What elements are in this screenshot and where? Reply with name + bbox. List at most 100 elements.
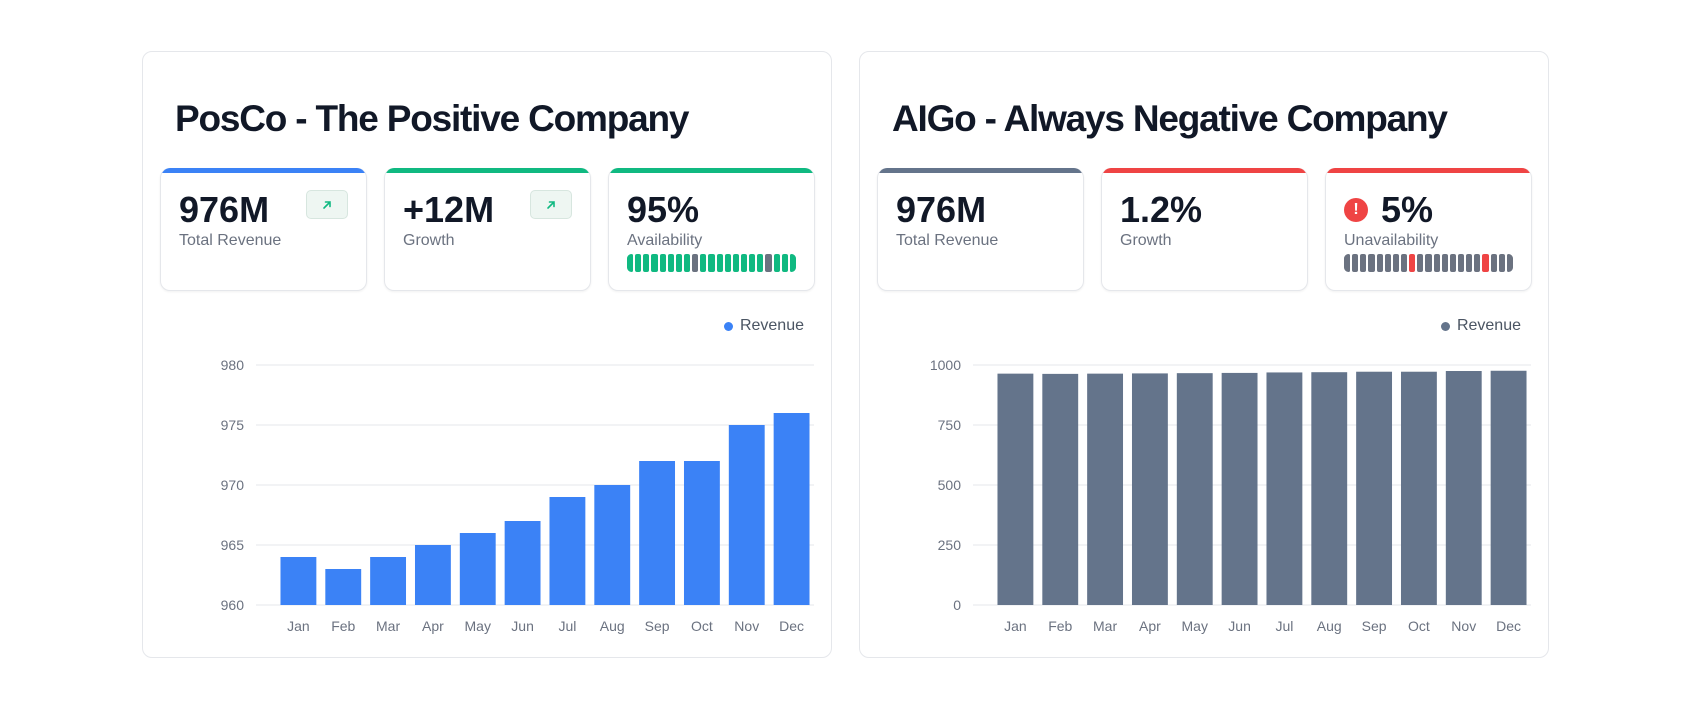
stat-card-growth: +12M Growth <box>384 168 591 291</box>
panel-title: PosCo - The Positive Company <box>175 98 689 139</box>
bar-aug[interactable] <box>594 485 631 605</box>
x-tick-label: Dec <box>1496 618 1521 634</box>
bar-dec[interactable] <box>1490 370 1527 605</box>
x-tick-label: Sep <box>1362 618 1387 634</box>
bar-jan[interactable] <box>997 373 1034 605</box>
tracker-segment-up <box>1449 254 1456 272</box>
bar-jun[interactable] <box>504 521 541 605</box>
legend-label: Revenue <box>739 317 804 334</box>
stat-card-total-revenue: 976M Total Revenue <box>877 168 1084 291</box>
tracker-segment-up <box>1417 254 1424 272</box>
tracker-segment-up <box>1376 254 1383 272</box>
tracker-segment-up <box>675 254 682 272</box>
arrow-up-right-icon <box>323 200 331 209</box>
stat-card-growth: 1.2% Growth <box>1101 168 1308 291</box>
tracker-segment-up <box>1490 254 1497 272</box>
stat-accent-bar <box>1326 168 1531 173</box>
x-tick-label: May <box>465 618 491 634</box>
x-tick-label: Nov <box>1451 618 1476 634</box>
bar-aug[interactable] <box>1311 372 1348 605</box>
bar-feb[interactable] <box>325 569 362 605</box>
tracker-segment-up <box>1392 254 1399 272</box>
tracker-segment-up <box>1441 254 1448 272</box>
bar-nov[interactable] <box>728 425 765 605</box>
tracker-segment-up <box>627 254 634 272</box>
tracker-segment-up <box>1352 254 1359 272</box>
tracker-segment-up <box>1368 254 1375 272</box>
stat-label: Availability <box>627 232 703 249</box>
y-tick-label: 975 <box>221 417 245 433</box>
bar-apr[interactable] <box>414 545 451 605</box>
bar-jun[interactable] <box>1221 372 1258 605</box>
chart-legend: Revenue <box>723 317 804 335</box>
stat-value: 5% <box>1381 189 1434 230</box>
legend-dot <box>723 321 733 331</box>
tracker-segment-up <box>651 254 658 272</box>
bar-jul[interactable] <box>1266 372 1303 605</box>
bar-feb[interactable] <box>1042 373 1079 605</box>
stat-label: Unavailability <box>1344 232 1439 249</box>
bar-mar[interactable] <box>370 557 407 605</box>
stat-value: +12M <box>403 189 495 230</box>
y-tick-label: 980 <box>221 357 245 373</box>
y-tick-label: 960 <box>221 597 245 613</box>
tracker-segment-down <box>765 254 772 272</box>
bar-may[interactable] <box>1176 373 1213 605</box>
tracker-segment-up <box>724 254 731 272</box>
tracker-segment-up <box>1360 254 1367 272</box>
tracker-segment-up <box>789 254 796 272</box>
tracker-segment-up <box>635 254 642 272</box>
tracker-segment-down <box>1409 254 1416 272</box>
x-tick-label: Aug <box>1317 618 1342 634</box>
chart-legend: Revenue <box>1440 317 1521 335</box>
stat-accent-bar <box>161 168 366 173</box>
tracker-segment-up <box>700 254 707 272</box>
bar-sep[interactable] <box>1356 371 1393 605</box>
arrow-up-right-icon <box>547 200 555 209</box>
x-tick-label: Oct <box>691 618 713 634</box>
y-tick-label: 0 <box>953 597 961 613</box>
x-tick-label: Dec <box>779 618 804 634</box>
trend-badge[interactable] <box>306 190 348 219</box>
bar-oct[interactable] <box>1400 371 1437 605</box>
availability-tracker <box>627 254 796 272</box>
y-tick-label: 750 <box>938 417 962 433</box>
tracker-segment-up <box>781 254 788 272</box>
stat-accent-bar <box>878 168 1083 173</box>
stat-accent-bar <box>609 168 814 173</box>
bar-mar[interactable] <box>1087 373 1124 605</box>
bar-may[interactable] <box>459 533 496 605</box>
tracker-segment-up <box>1498 254 1505 272</box>
stat-value: 95% <box>627 189 700 230</box>
tracker-segment-up <box>716 254 723 272</box>
tracker-segment-down <box>1482 254 1489 272</box>
posco-panel: PosCo - The Positive Company 976M Total … <box>142 51 832 658</box>
bar-nov[interactable] <box>1445 371 1482 605</box>
revenue-bar-chart: 0 250 500 750 1000 Jan Feb Mar Apr May Jun Jul Aug Se… <box>930 357 1531 634</box>
x-tick-label: Jul <box>558 618 576 634</box>
stat-value: 1.2% <box>1120 189 1203 230</box>
legend-dot <box>1440 321 1450 331</box>
tracker-segment-up <box>708 254 715 272</box>
bar-jul[interactable] <box>549 497 586 605</box>
tracker-segment-up <box>1466 254 1473 272</box>
x-tick-label: Jul <box>1275 618 1293 634</box>
x-tick-label: Aug <box>600 618 625 634</box>
tracker-segment-up <box>773 254 780 272</box>
y-tick-label: 500 <box>938 477 962 493</box>
x-tick-label: Oct <box>1408 618 1430 634</box>
bar-jan[interactable] <box>280 557 317 605</box>
tracker-segment-up <box>1344 254 1351 272</box>
bar-dec[interactable] <box>773 413 810 605</box>
trend-badge[interactable] <box>530 190 572 219</box>
tracker-segment-down <box>692 254 699 272</box>
stat-card-total-revenue: 976M Total Revenue <box>160 168 367 291</box>
tracker-segment-up <box>1400 254 1408 272</box>
tracker-segment-up <box>643 254 650 272</box>
tracker-segment-up <box>1433 254 1440 272</box>
stat-card-unavailability: ! 5% Unavailability <box>1325 168 1532 291</box>
bar-oct[interactable] <box>683 461 720 605</box>
bar-sep[interactable] <box>639 461 676 605</box>
tracker-segment-up <box>659 254 666 272</box>
bar-apr[interactable] <box>1131 373 1168 605</box>
